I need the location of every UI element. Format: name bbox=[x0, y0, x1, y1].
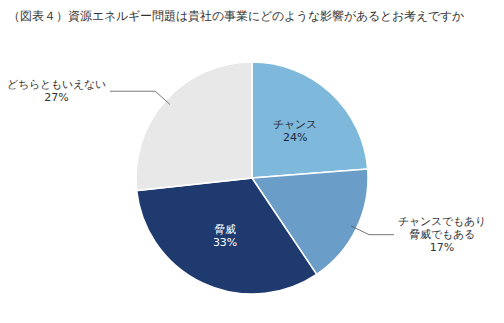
slice-label: 脅威33% bbox=[213, 223, 237, 249]
chart-container: （図表４）資源エネルギー問題は貴社の事業にどのような影響があるとお考えですかチャ… bbox=[0, 0, 504, 323]
slice-label: どちらともいえない27% bbox=[7, 78, 106, 104]
slice-label-line: 24% bbox=[283, 131, 307, 144]
slice-label-line: 17% bbox=[430, 241, 454, 254]
slice-label-line: 脅威 bbox=[214, 223, 236, 236]
labels: チャンス24% チャンスでもあり脅威でもある17% 脅威33% どちらともいえない27… bbox=[7, 78, 486, 254]
slice-label: チャンスでもあり脅威でもある17% bbox=[398, 215, 486, 254]
slice-label-line: 27% bbox=[44, 91, 68, 104]
slice-label-line: どちらともいえない bbox=[7, 78, 106, 91]
slice bbox=[252, 62, 368, 178]
title: （図表４）資源エネルギー問題は貴社の事業にどのような影響があるとお考えですか bbox=[8, 9, 464, 23]
slice bbox=[137, 178, 317, 294]
leader-line bbox=[110, 91, 170, 104]
slices bbox=[136, 62, 368, 294]
slice-label-line: 33% bbox=[213, 236, 237, 249]
leader-line bbox=[351, 226, 394, 235]
slice-label-line: チャンスでもあり bbox=[398, 215, 486, 228]
chart: （図表４）資源エネルギー問題は貴社の事業にどのような影響があるとお考えですかチャ… bbox=[0, 0, 504, 323]
slice-label: チャンス24% bbox=[273, 118, 317, 144]
slice-label-line: 脅威でもある bbox=[409, 228, 475, 241]
pie bbox=[136, 62, 368, 294]
slice bbox=[136, 62, 252, 191]
slice-label-line: チャンス bbox=[273, 118, 317, 131]
